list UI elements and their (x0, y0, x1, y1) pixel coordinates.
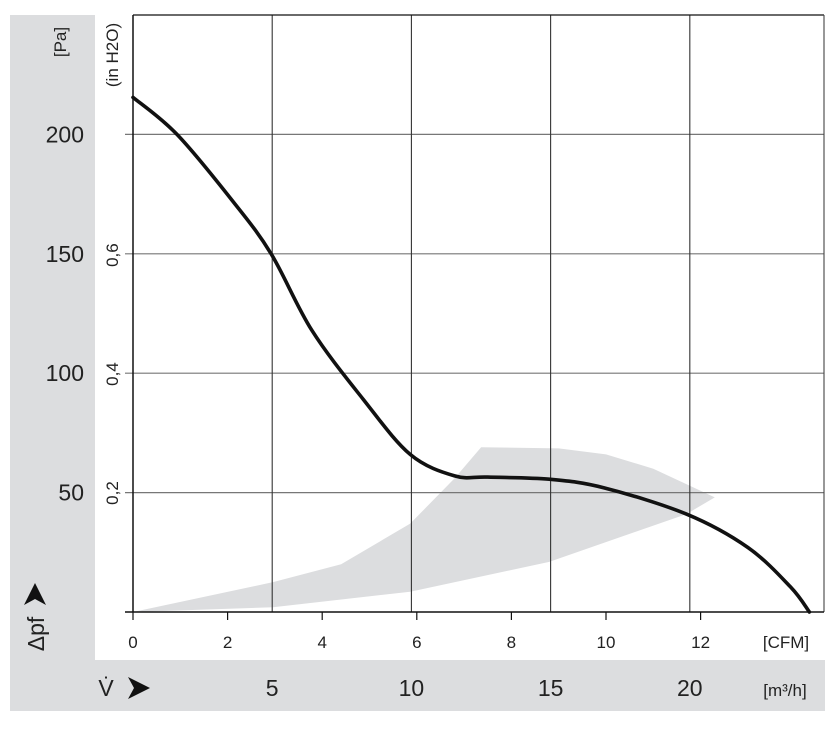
x-arrow-icon (128, 677, 150, 699)
x-tick-label: 10 (597, 633, 616, 652)
y-arrow-icon (24, 583, 46, 605)
y-symbol: Δpf (23, 616, 49, 651)
x-tick-label: 8 (507, 633, 516, 652)
x2-symbol: V̇ (98, 675, 114, 701)
y2-tick-label: 0,2 (103, 481, 122, 505)
y-tick-label: 200 (46, 121, 84, 147)
y-unit-label: [Pa] (51, 27, 70, 57)
y2-unit-label: (in H2O) (103, 23, 122, 87)
y-tick-label: 100 (46, 360, 84, 386)
bottom-band (10, 660, 825, 711)
x-tick-label: 4 (317, 633, 326, 652)
y-tick-label: 50 (58, 480, 84, 506)
x2-tick-label: 10 (399, 675, 425, 701)
y2-tick-label: 0,4 (103, 362, 122, 386)
left-band (10, 15, 95, 660)
x2-tick-label: 5 (266, 675, 279, 701)
y2-tick-label: 0,6 (103, 243, 122, 267)
operating-range-region (133, 447, 715, 612)
fan-curve-line (131, 95, 812, 614)
x2-tick-label: 15 (538, 675, 564, 701)
x-tick-label: 6 (412, 633, 421, 652)
y-tick-label: 150 (46, 241, 84, 267)
x2-tick-label: 20 (677, 675, 703, 701)
x-unit-label: [CFM] (763, 633, 809, 652)
x2-unit-label: [m³/h] (763, 681, 806, 700)
x-tick-label: 2 (223, 633, 232, 652)
x-tick-label: 12 (691, 633, 710, 652)
x-tick-label: 0 (128, 633, 137, 652)
